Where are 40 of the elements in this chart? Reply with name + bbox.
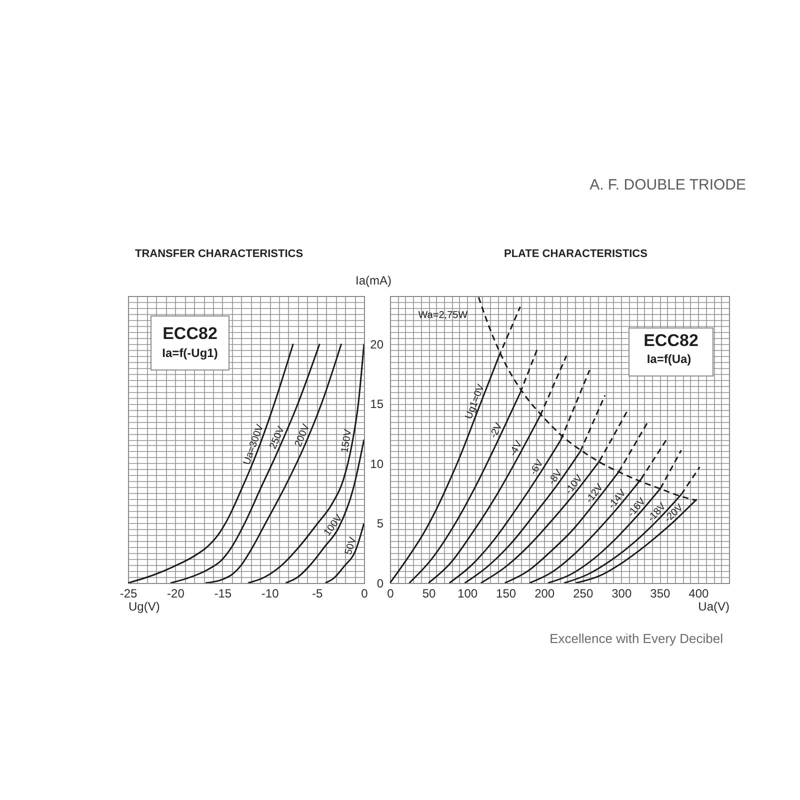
x-tick-label: 0 xyxy=(387,586,394,600)
text: 200V xyxy=(293,422,312,448)
x-tick-label: 100 xyxy=(458,586,478,600)
y-axis-title: Ia(mA) xyxy=(356,274,392,288)
x-tick-label: 150 xyxy=(496,586,516,600)
x-tick-label: 300 xyxy=(612,586,632,600)
series-label: Wa=2,75W xyxy=(418,310,468,322)
x-tick-label: 50 xyxy=(422,586,436,600)
text: -2V xyxy=(488,420,505,440)
text: A. F. DOUBLE TRIODE xyxy=(590,176,746,194)
y-tick-label: 5 xyxy=(376,516,384,531)
y-tick-label: 20 xyxy=(370,337,384,352)
text: -4V xyxy=(508,438,525,458)
x-axis-title: Ug(V) xyxy=(128,600,160,614)
chart-title: TRANSFER CHARACTERISTICS xyxy=(135,248,304,260)
y-tick-label: 10 xyxy=(370,456,384,471)
x-tick-label: 250 xyxy=(573,586,594,600)
text: -8V xyxy=(546,468,565,487)
text: 50V xyxy=(343,536,360,556)
annotation: Ia=f(-Ug1) xyxy=(162,346,218,360)
x-axis-title: Ua(V) xyxy=(698,600,730,614)
x-tick-label: -10 xyxy=(261,586,280,600)
x-tick-label: -15 xyxy=(214,586,232,600)
y-tick-label: 0 xyxy=(376,576,384,590)
x-tick-label: 400 xyxy=(688,586,710,600)
text: -6V xyxy=(528,458,546,478)
text: 150V xyxy=(340,428,354,454)
annotation: Ia=f(Ua) xyxy=(646,352,692,366)
text: 250V xyxy=(268,424,288,451)
chart-title: PLATE CHARACTERISTICS xyxy=(504,248,648,260)
annotation: ECC82 xyxy=(162,324,218,343)
y-tick-label: 15 xyxy=(370,397,384,412)
x-tick-label: 200 xyxy=(534,586,555,600)
text: Excellence with Every Decibel xyxy=(550,631,724,646)
annotation: ECC82 xyxy=(644,331,698,350)
x-tick-label: -5 xyxy=(312,586,323,600)
x-tick-label: 0 xyxy=(361,586,368,600)
x-tick-label: -20 xyxy=(167,586,185,600)
x-tick-label: -25 xyxy=(120,586,138,600)
x-tick-label: 350 xyxy=(650,586,670,600)
